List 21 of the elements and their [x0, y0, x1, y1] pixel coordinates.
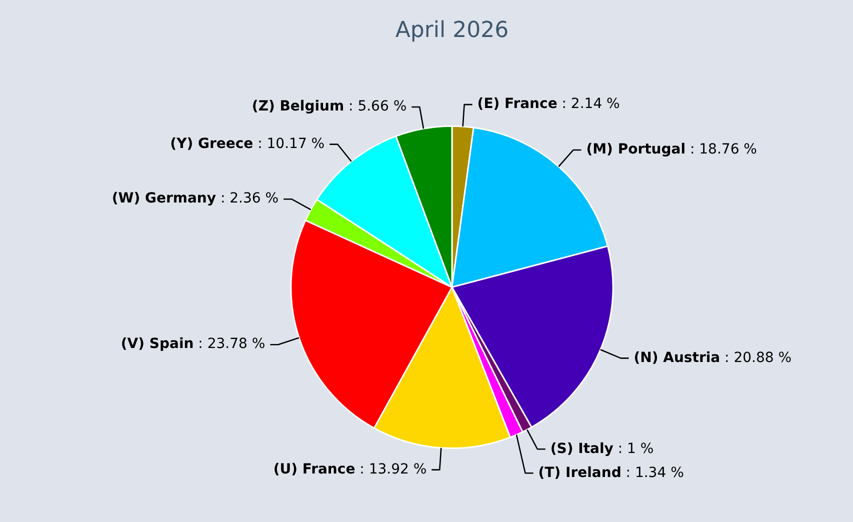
slice-label: (W) Germany [112, 190, 216, 207]
data-label: : 1 % [613, 440, 654, 457]
chart-title: April 2026 [395, 18, 509, 43]
slice-label: (Z) Belgium [252, 98, 344, 115]
data-label: : 23.78 % [194, 336, 266, 352]
data-label: : 2.14 % [557, 96, 620, 112]
slice-label: (V) Spain [120, 336, 194, 352]
data-label: : 20.88 % [720, 350, 792, 366]
slice-label: (T) Ireland [538, 464, 622, 481]
data-label: : 1.34 % [621, 464, 684, 481]
data-label: : 18.76 % [686, 142, 757, 158]
slice-label: (E) France [477, 96, 558, 112]
data-label: : 10.17 % [253, 136, 325, 152]
slice-label: (U) France [273, 461, 356, 478]
slice-label: (S) Italy [550, 440, 614, 457]
slice-label: (M) Portugal [586, 142, 686, 158]
slice-label: (N) Austria [634, 350, 720, 366]
slice-label: (Y) Greece [170, 136, 254, 152]
data-label: : 2.36 % [216, 190, 279, 207]
data-label: : 13.92 % [355, 461, 427, 478]
data-label: : 5.66 % [344, 98, 407, 115]
